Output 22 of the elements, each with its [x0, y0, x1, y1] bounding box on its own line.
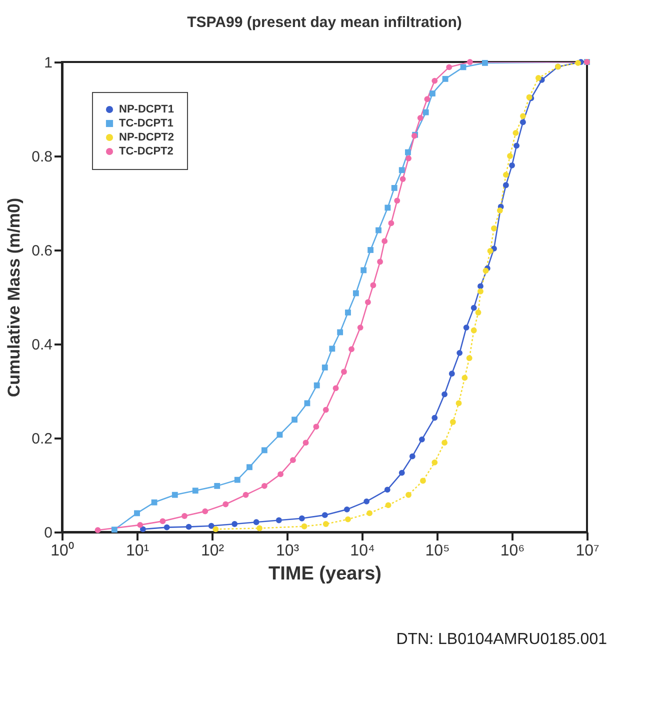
x-axis-title: TIME (years) — [268, 564, 382, 584]
x-tick-label: 10³ — [276, 542, 300, 560]
y-tick-label: 0 — [44, 524, 52, 542]
x-tick-label: 10⁰ — [50, 542, 74, 560]
text: DTN: LB0104AMRU0185.001 — [396, 631, 608, 648]
y-tick-label: 0.6 — [32, 242, 52, 260]
y-tick-label: 0.8 — [32, 148, 52, 166]
x-tick-label: 10² — [200, 542, 225, 560]
x-tick-label: 10⁷ — [576, 542, 600, 560]
chart-title: TSPA99 (present day mean infiltration) — [187, 14, 462, 31]
legend-label: TC-DCPT2 — [119, 146, 174, 158]
y-tick-label: 0.2 — [32, 430, 52, 448]
legend-label: TC-DCPT1 — [119, 118, 174, 130]
y-tick-label: 1 — [44, 54, 52, 72]
legend-label: NP-DCPT2 — [119, 132, 174, 144]
x-tick-label: 10¹ — [126, 542, 150, 560]
y-tick-label: 0.4 — [32, 336, 52, 354]
x-tick-label: 10⁴ — [350, 542, 375, 560]
x-tick-label: 10⁶ — [500, 542, 525, 560]
y-axis-title: Cumulative Mass (m/m0) — [4, 198, 24, 398]
x-tick-label: 10⁵ — [425, 542, 450, 560]
legend-label: NP-DCPT1 — [119, 104, 174, 116]
